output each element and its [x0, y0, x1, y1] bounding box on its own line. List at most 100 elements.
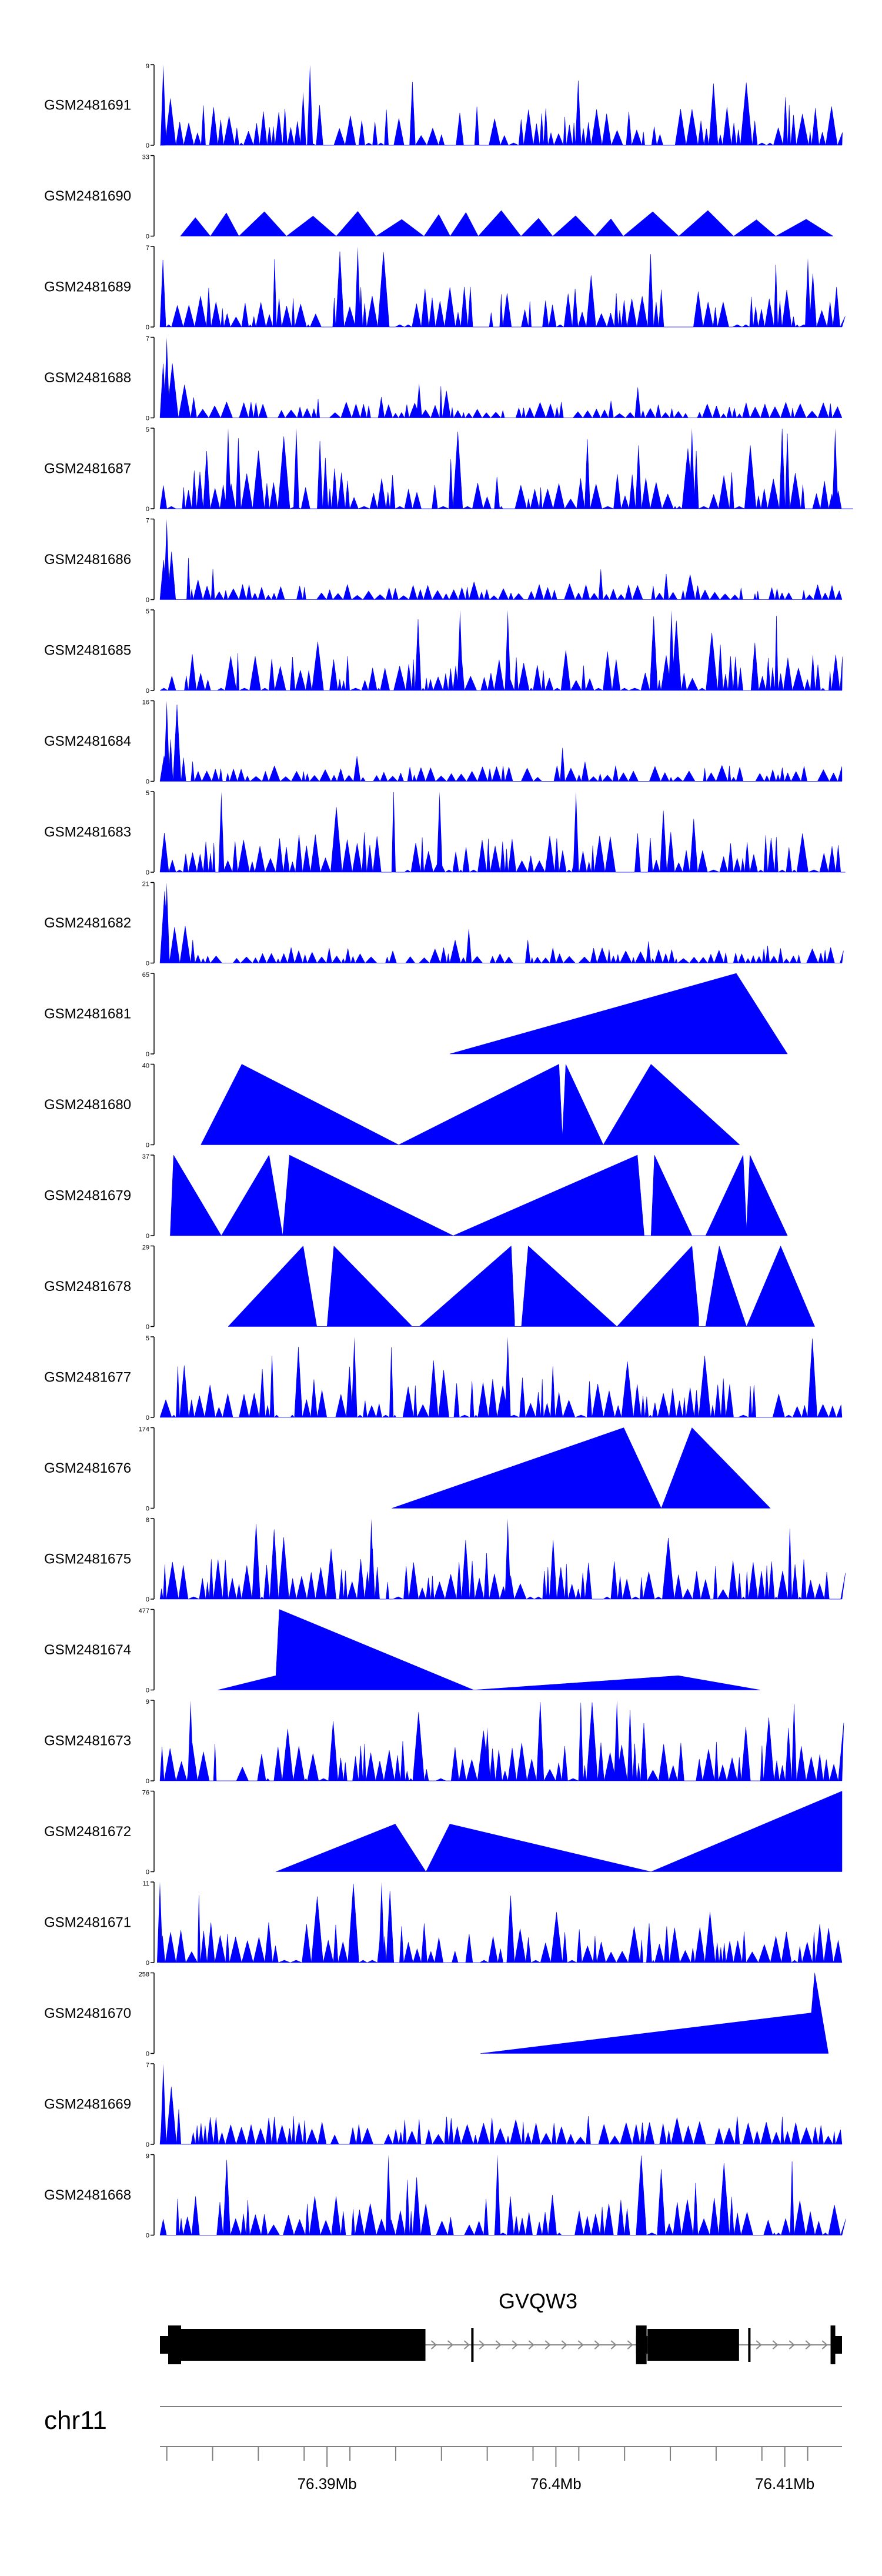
- y-axis-max-label: 37: [142, 1153, 149, 1160]
- coverage-area: [480, 1973, 829, 2054]
- y-axis-min-label: 0: [146, 415, 149, 422]
- track-GSM2481690: GSM2481690 33 0: [44, 154, 834, 241]
- coverage-peak: [416, 383, 422, 418]
- coverage-area: [160, 81, 843, 146]
- y-axis-max-label: 33: [142, 154, 149, 161]
- gene-name-label: GVQW3: [499, 2289, 577, 2313]
- track-GSM2481668: GSM2481668 9 0: [44, 2153, 846, 2240]
- coverage-area: [228, 1245, 815, 1327]
- intron-chevron: [789, 2340, 795, 2350]
- coverage-area: [449, 973, 788, 1055]
- gene-exon-cap: [636, 2325, 647, 2364]
- y-axis-min-label: 0: [146, 2051, 149, 2058]
- track-label: GSM2481671: [44, 1915, 131, 1931]
- coverage-area: [159, 616, 843, 691]
- coverage-peak: [225, 428, 231, 509]
- track-label: GSM2481668: [44, 2187, 131, 2203]
- y-axis-max-label: 9: [146, 63, 149, 70]
- track-GSM2481682: GSM2481682 21 0: [44, 881, 844, 967]
- y-axis-max-label: 65: [142, 972, 149, 979]
- y-axis-min-label: 0: [146, 688, 149, 695]
- y-axis-max-label: 9: [146, 1699, 149, 1706]
- coverage-peak: [505, 1337, 511, 1417]
- intron-chevron: [561, 2340, 567, 2350]
- y-axis-min-label: 0: [146, 1233, 149, 1240]
- y-axis-max-label: 7: [146, 245, 149, 252]
- gene-exon-cap: [830, 2325, 836, 2364]
- track-label: GSM2481686: [44, 552, 131, 568]
- track-GSM2481691: GSM2481691 9 0: [44, 63, 843, 149]
- coverage-area: [392, 1427, 771, 1509]
- track-label: GSM2481681: [44, 1006, 131, 1022]
- gene-exon: [171, 2329, 426, 2361]
- y-axis-max-label: 21: [142, 881, 149, 888]
- y-axis-min-label: 0: [146, 1960, 149, 1967]
- track-GSM2481689: GSM2481689 7 0: [44, 245, 846, 331]
- intron-chevron: [821, 2340, 828, 2350]
- track-GSM2481677: GSM2481677 5 0: [44, 1335, 843, 1422]
- y-axis-min-label: 0: [146, 1142, 149, 1149]
- track-label: GSM2481689: [44, 279, 131, 295]
- track-label: GSM2481677: [44, 1370, 131, 1386]
- track-GSM2481683: GSM2481683 5 0: [44, 790, 846, 876]
- track-label: GSM2481688: [44, 370, 131, 386]
- coverage-peak: [805, 258, 811, 327]
- track-label: GSM2481680: [44, 1097, 131, 1113]
- y-axis-max-label: 5: [146, 790, 149, 797]
- track-label: GSM2481690: [44, 188, 131, 204]
- track-GSM2481684: GSM2481684 16 0: [44, 699, 843, 786]
- track-GSM2481685: GSM2481685 5 0: [44, 608, 843, 695]
- track-label: GSM2481672: [44, 1824, 131, 1840]
- gene-exon: [748, 2328, 751, 2362]
- y-axis-max-label: 5: [146, 1335, 149, 1342]
- gene-track: GVQW3: [160, 2289, 842, 2364]
- y-axis-max-label: 11: [143, 1880, 149, 1887]
- y-axis-max-label: 16: [142, 699, 149, 706]
- coverage-area: [170, 1154, 788, 1236]
- track-label: GSM2481669: [44, 2097, 131, 2113]
- y-axis-min-label: 0: [146, 960, 149, 967]
- track-label: GSM2481673: [44, 1733, 131, 1749]
- coverage-peak: [163, 700, 170, 782]
- intron-chevron: [756, 2340, 762, 2350]
- track-label: GSM2481674: [44, 1642, 131, 1658]
- y-axis-max-label: 76: [142, 1790, 149, 1797]
- coverage-area: [159, 1524, 846, 1600]
- coverage-area: [180, 210, 834, 236]
- chromosome-label: chr11: [44, 2406, 107, 2435]
- y-axis-min-label: 0: [146, 142, 149, 149]
- coverage-area: [159, 363, 843, 419]
- coverage-area: [159, 1884, 843, 1963]
- intron-chevron: [610, 2340, 617, 2350]
- axis-tick-label: 76.39Mb: [298, 2475, 357, 2492]
- y-axis-min-label: 0: [146, 779, 149, 786]
- intron-chevron: [430, 2340, 437, 2350]
- track-GSM2481669: GSM2481669 7 0: [44, 2062, 843, 2148]
- coverage-peak: [355, 246, 361, 327]
- coverage-area: [159, 705, 843, 782]
- track-label: GSM2481670: [44, 2006, 131, 2021]
- y-axis-min-label: 0: [146, 1506, 149, 1513]
- track-label: GSM2481687: [44, 461, 131, 477]
- y-axis-max-label: 174: [139, 1426, 149, 1433]
- y-axis-min-label: 0: [146, 1051, 149, 1058]
- track-GSM2481674: GSM2481674 477 0: [44, 1608, 760, 1694]
- genome-axis: chr11 76.39Mb 76.4Mb 76.41Mb: [44, 2406, 842, 2492]
- coverage-area: [159, 1701, 844, 1781]
- coverage-tracks: GSM248169190GSM2481690330GSM248168970GSM…: [44, 63, 853, 2240]
- coverage-peak: [614, 1700, 620, 1781]
- y-axis-min-label: 0: [146, 1869, 149, 1876]
- gene-exon-cap: [168, 2325, 181, 2364]
- coverage-peak: [307, 65, 313, 145]
- y-axis-min-label: 0: [146, 1596, 149, 1603]
- coverage-peak: [300, 91, 306, 145]
- coverage-area: [159, 251, 846, 328]
- y-axis-max-label: 8: [146, 1517, 149, 1524]
- track-GSM2481670: GSM2481670 258 0: [44, 1971, 829, 2058]
- y-axis-min-label: 0: [146, 2141, 149, 2148]
- gene-exon: [471, 2328, 474, 2362]
- track-label: GSM2481691: [44, 98, 131, 114]
- track-GSM2481676: GSM2481676 174 0: [44, 1426, 771, 1513]
- track-GSM2481673: GSM2481673 9 0: [44, 1699, 844, 1785]
- intron-chevron: [627, 2340, 633, 2350]
